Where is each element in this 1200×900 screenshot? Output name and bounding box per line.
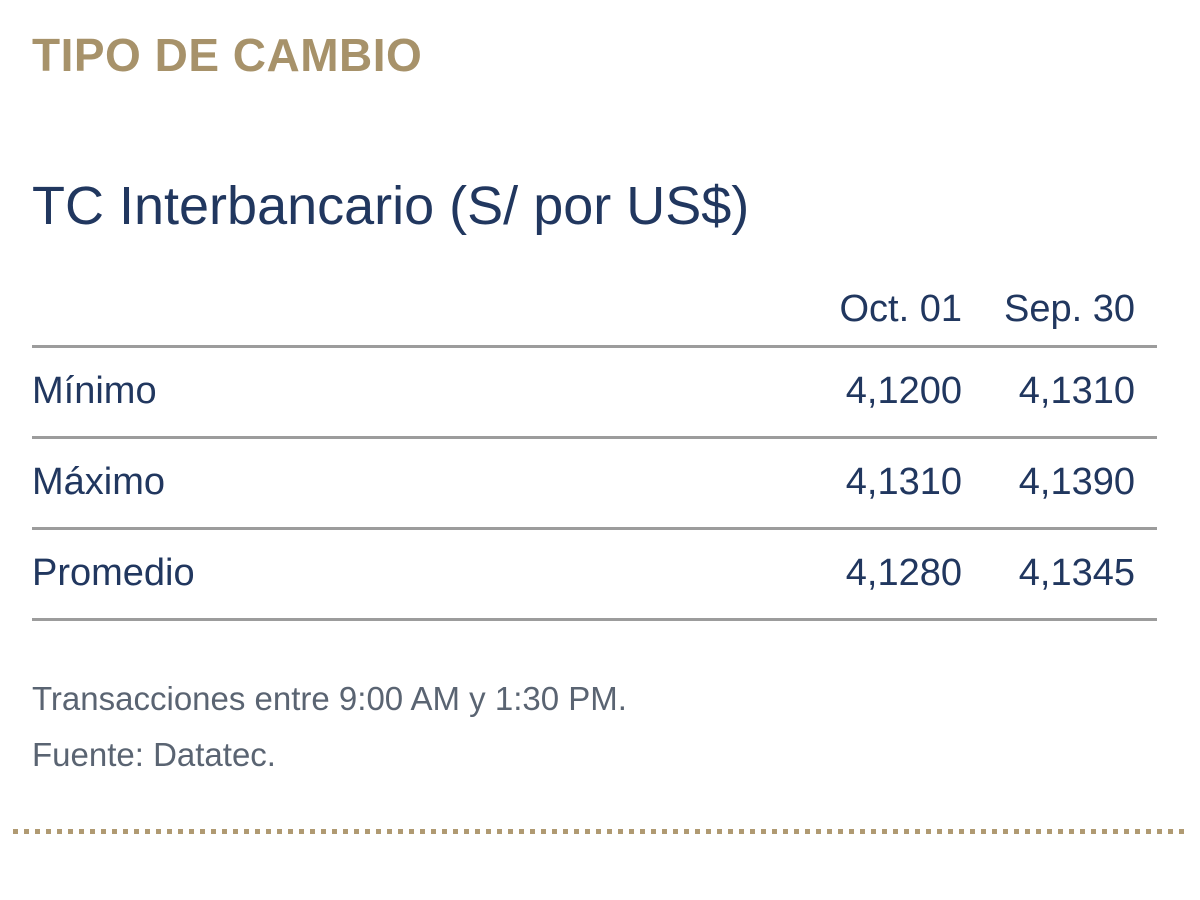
dashed-divider (13, 829, 1187, 835)
column-header-oct-01: Oct. 01 (792, 287, 962, 348)
minimo-oct-01-value: 4,1200 (792, 346, 962, 439)
promedio-oct-01-value: 4,1280 (792, 528, 962, 621)
maximo-sep-30-value: 4,1390 (962, 437, 1157, 530)
table-row-maximo: Máximo 4,1310 4,1390 (32, 437, 1157, 530)
table-row-minimo: Mínimo 4,1200 4,1310 (32, 346, 1157, 439)
footnote-transactions: Transacciones entre 9:00 AM y 1:30 PM. (32, 679, 627, 717)
table-row-promedio: Promedio 4,1280 4,1345 (32, 528, 1157, 621)
promedio-sep-30-value: 4,1345 (962, 528, 1157, 621)
exchange-rate-table: Oct. 01 Sep. 30 Mínimo 4,1200 4,1310 Máx… (32, 287, 1157, 621)
minimo-sep-30-value: 4,1310 (962, 346, 1157, 439)
footnote-source: Fuente: Datatec. (32, 736, 276, 774)
column-header-sep-30: Sep. 30 (962, 287, 1157, 348)
table-header-row: Oct. 01 Sep. 30 (32, 287, 1157, 348)
row-label-minimo: Mínimo (32, 346, 792, 439)
row-label-maximo: Máximo (32, 437, 792, 530)
table-title: TC Interbancario (S/ por US$) (32, 175, 750, 236)
footnotes: Transacciones entre 9:00 AM y 1:30 PM. F… (32, 671, 1200, 783)
section-title: TIPO DE CAMBIO (32, 29, 423, 81)
maximo-oct-01-value: 4,1310 (792, 437, 962, 530)
header-empty-cell (32, 287, 792, 348)
row-label-promedio: Promedio (32, 528, 792, 621)
